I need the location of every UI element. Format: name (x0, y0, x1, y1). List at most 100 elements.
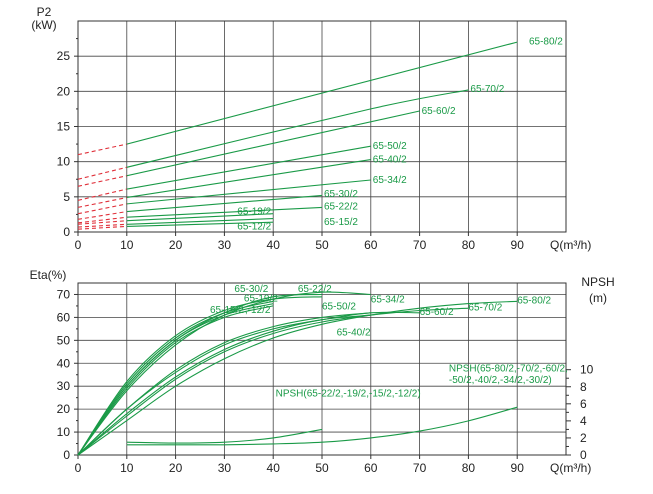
eff-series-label: 65-34/2 (371, 294, 405, 305)
eff-series-line (77, 300, 518, 456)
power-series-line (126, 194, 323, 213)
eff-y-tick-label: 20 (57, 402, 71, 416)
power-grid (78, 21, 566, 232)
eff-grid (78, 283, 566, 455)
power-chart: 0 10 20 30 40 50 60 70 80 90 0 5 10 15 20 25 Q(m³/h) P2(k… (31, 5, 591, 252)
power-series-line (126, 221, 274, 227)
power-dashed-extension (77, 188, 127, 201)
power-series-label: 65-80/2 (529, 36, 563, 47)
power-series-label: 65-22/2 (324, 202, 358, 213)
power-x-tick-label: 70 (413, 238, 427, 252)
power-dashed-extension (77, 203, 127, 215)
npsh-label-small-pumps: NPSH(65-22/2,-19/2,-15/2,-12/2) (276, 389, 421, 400)
eff-x-tick-label: 30 (218, 461, 232, 475)
npsh-tick-label: 6 (580, 397, 587, 411)
eff-series-label: ,-12/2 (245, 305, 271, 316)
power-y-tick-label: 10 (57, 155, 71, 169)
eff-x-tick-label: 80 (462, 461, 476, 475)
power-series-label: 65-40/2 (373, 155, 407, 166)
power-dashed-extension (77, 220, 127, 225)
power-series-line (126, 206, 323, 218)
power-dashed-extension (77, 216, 127, 224)
eff-y-tick-label: 0 (63, 448, 70, 462)
power-dashed-extension (77, 225, 127, 230)
eff-y-tick-label: 40 (57, 356, 71, 370)
eff-x-tick-label: 0 (75, 461, 82, 475)
eff-y-axis-label: Eta(%) (30, 268, 67, 282)
eff-x-axis-label: Q(m³/h) (550, 461, 591, 475)
power-dashed-extension (77, 175, 127, 187)
power-x-axis-label: Q(m³/h) (550, 238, 591, 252)
power-series-line (126, 41, 518, 145)
eff-x-tick-label: 90 (511, 461, 525, 475)
eff-series-label: 65-80/2 (517, 296, 551, 307)
power-y-tick-label: 20 (57, 84, 71, 98)
eff-series-line (77, 300, 274, 456)
npsh-series-line (126, 428, 323, 444)
power-series-line (126, 159, 371, 199)
eff-y-tick-label: 70 (57, 287, 71, 301)
eff-x-tick-label: 40 (267, 461, 281, 475)
eff-series-label: 65-15/2 (210, 305, 244, 316)
power-x-tick-label: 50 (315, 238, 329, 252)
power-dashed-extension (77, 223, 127, 228)
power-y-axis-label: P2 (37, 5, 52, 19)
power-series-line (126, 89, 469, 168)
eff-y-tick-label: 50 (57, 333, 71, 347)
power-x-tick-label: 30 (218, 238, 232, 252)
power-series-label: 65-15/2 (324, 217, 358, 228)
npsh-tick-label: 8 (580, 380, 587, 394)
eff-x-tick-label: 50 (315, 461, 329, 475)
power-y-tick-label: 25 (57, 49, 71, 63)
eff-series-line (77, 303, 274, 456)
power-x-tick-label: 90 (511, 238, 525, 252)
power-series-label: 65-50/2 (373, 141, 407, 152)
power-series-label: 65-19/2 (237, 207, 271, 218)
npsh-axis-label: NPSH (581, 275, 614, 289)
npsh-label-large-pumps-2: -50/2,-40/2,-34/2,-30/2) (449, 375, 552, 386)
eff-series-line (77, 307, 469, 456)
power-y-tick-label: 0 (63, 225, 70, 239)
eff-series-label: 65-30/2 (234, 284, 268, 295)
power-series-line (126, 213, 274, 222)
npsh-tick-label: 10 (580, 363, 594, 377)
power-series-label: 65-34/2 (373, 175, 407, 186)
eff-series-label: 65-50/2 (322, 301, 356, 312)
eff-series-line (77, 293, 323, 456)
eff-series-line (77, 311, 420, 456)
power-x-tick-label: 80 (462, 238, 476, 252)
power-x-tick-label: 20 (169, 238, 183, 252)
eff-y-tick-label: 30 (57, 379, 71, 393)
eff-x-tick-label: 10 (120, 461, 134, 475)
efficiency-npsh-chart: 0 10 20 30 40 50 60 70 80 90010203040506070Q(m³/h… (30, 268, 615, 475)
power-dashed-extension (77, 211, 127, 220)
npsh-series-line (126, 406, 518, 446)
power-series-label: 65-30/2 (324, 189, 358, 200)
power-series-line (126, 145, 371, 190)
power-series-line (126, 179, 371, 205)
eff-series-label: 65-40/2 (337, 328, 371, 339)
power-series-line (126, 218, 274, 225)
power-series-line (126, 110, 420, 177)
npsh-tick-label: 0 (580, 448, 587, 462)
power-y-tick-label: 5 (63, 190, 70, 204)
eff-series-label: 65-70/2 (468, 303, 502, 314)
eff-x-tick-label: 70 (413, 461, 427, 475)
npsh-tick-label: 4 (580, 414, 587, 428)
power-series-label: 65-12/2 (237, 221, 271, 232)
power-x-tick-label: 10 (120, 238, 134, 252)
eff-series-line (77, 305, 274, 456)
eff-x-tick-label: 20 (169, 461, 183, 475)
power-x-tick-label: 40 (267, 238, 281, 252)
power-dashed-extension (77, 196, 127, 208)
npsh-label-large-pumps-1: NPSH(65-80/2,-70/2,-60/2, (449, 363, 568, 374)
npsh-tick-label: 2 (580, 431, 587, 445)
power-dashed-extension (77, 143, 127, 156)
eff-series-line (77, 296, 323, 456)
power-dashed-extension (77, 166, 127, 180)
power-y-tick-label: 15 (57, 120, 71, 134)
eff-series-label: 65-22/2 (298, 284, 332, 295)
npsh-axis-unit: (m) (589, 291, 607, 305)
